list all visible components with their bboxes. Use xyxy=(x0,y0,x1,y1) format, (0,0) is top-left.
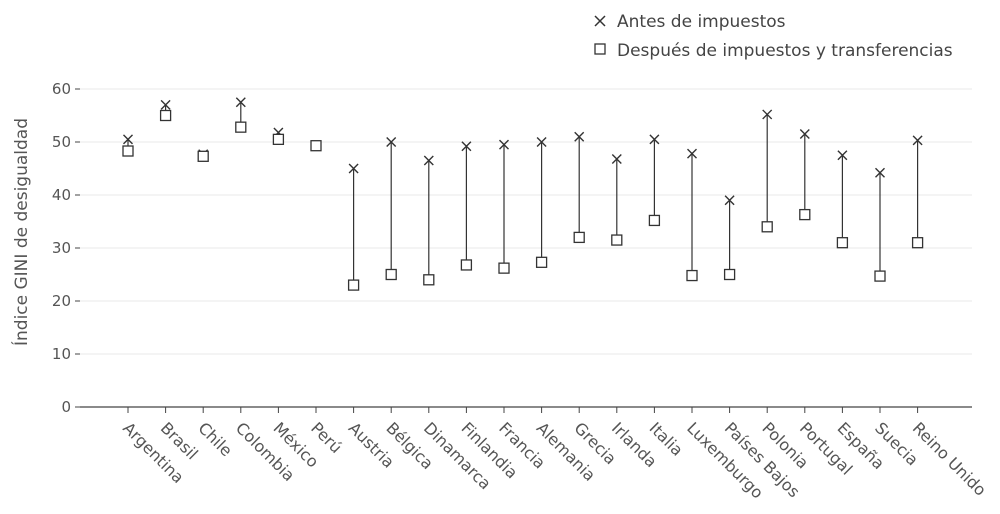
x-tick-label: Reino Unido xyxy=(909,418,990,499)
y-tick-label: 50 xyxy=(52,133,71,151)
after-tax-marker xyxy=(460,259,473,271)
after-tax-marker xyxy=(836,237,849,249)
before-tax-marker xyxy=(611,153,622,164)
legend-item-after: Después de impuestos y transferencias xyxy=(594,41,953,61)
legend-label-after: Después de impuestos y transferencias xyxy=(617,41,953,61)
y-axis-ticks: 0 10 20 30 40 50 60 xyxy=(52,80,80,416)
after-tax-marker xyxy=(272,133,285,146)
before-tax-marker xyxy=(912,135,923,146)
after-tax-marker xyxy=(761,221,773,233)
after-tax-markers xyxy=(122,109,924,291)
after-tax-marker xyxy=(385,268,397,281)
after-tax-marker xyxy=(874,270,886,282)
y-tick-label: 20 xyxy=(52,292,71,310)
after-tax-marker xyxy=(423,274,435,286)
x-tick-label: Chile xyxy=(194,418,236,460)
before-tax-marker xyxy=(762,109,773,120)
before-tax-marker xyxy=(724,195,735,206)
before-tax-marker xyxy=(348,163,359,174)
before-tax-marker xyxy=(461,141,472,152)
before-tax-marker xyxy=(536,137,547,147)
before-tax-marker xyxy=(687,148,697,159)
after-tax-marker xyxy=(573,231,585,244)
after-tax-marker xyxy=(535,256,548,268)
before-tax-marker xyxy=(499,139,509,150)
y-axis-title: Índice GINI de desigualdad xyxy=(10,118,32,346)
y-tick-label: 30 xyxy=(52,239,71,257)
connector-lines xyxy=(127,102,919,286)
after-tax-marker xyxy=(723,268,736,281)
before-tax-marker xyxy=(235,97,246,108)
legend-label-before: Antes de impuestos xyxy=(617,12,786,32)
before-tax-marker xyxy=(574,131,585,142)
y-tick-label: 60 xyxy=(52,80,71,98)
y-tick-label: 40 xyxy=(52,186,71,204)
before-tax-marker xyxy=(837,150,848,161)
after-tax-marker xyxy=(611,234,623,246)
before-tax-markers xyxy=(123,97,923,206)
before-tax-marker xyxy=(423,155,434,166)
gridlines xyxy=(80,88,972,355)
after-tax-marker xyxy=(197,150,209,162)
before-tax-marker xyxy=(875,167,885,178)
after-tax-marker xyxy=(159,109,172,122)
after-tax-marker xyxy=(310,140,322,152)
before-tax-marker xyxy=(123,134,133,145)
before-tax-marker xyxy=(160,99,171,110)
after-tax-marker xyxy=(686,269,698,282)
legend-item-before: Antes de impuestos xyxy=(594,12,786,32)
before-tax-marker xyxy=(649,134,660,145)
y-tick-label: 10 xyxy=(52,345,71,363)
x-marker-icon xyxy=(594,15,606,27)
after-tax-marker xyxy=(799,208,811,221)
legend: Antes de impuestos Después de impuestos … xyxy=(594,12,953,61)
y-tick-label: 0 xyxy=(61,398,71,416)
after-tax-marker xyxy=(122,145,134,157)
square-marker-icon xyxy=(594,43,606,55)
after-tax-marker xyxy=(648,214,661,227)
after-tax-marker xyxy=(911,237,924,249)
after-tax-marker xyxy=(235,121,247,133)
before-tax-marker xyxy=(799,129,810,140)
after-tax-marker xyxy=(498,262,510,274)
before-tax-marker xyxy=(386,137,397,147)
x-axis-ticks: ArgentinaBrasilChileColombiaMéxicoPerúAu… xyxy=(119,407,990,502)
after-tax-marker xyxy=(347,279,360,291)
